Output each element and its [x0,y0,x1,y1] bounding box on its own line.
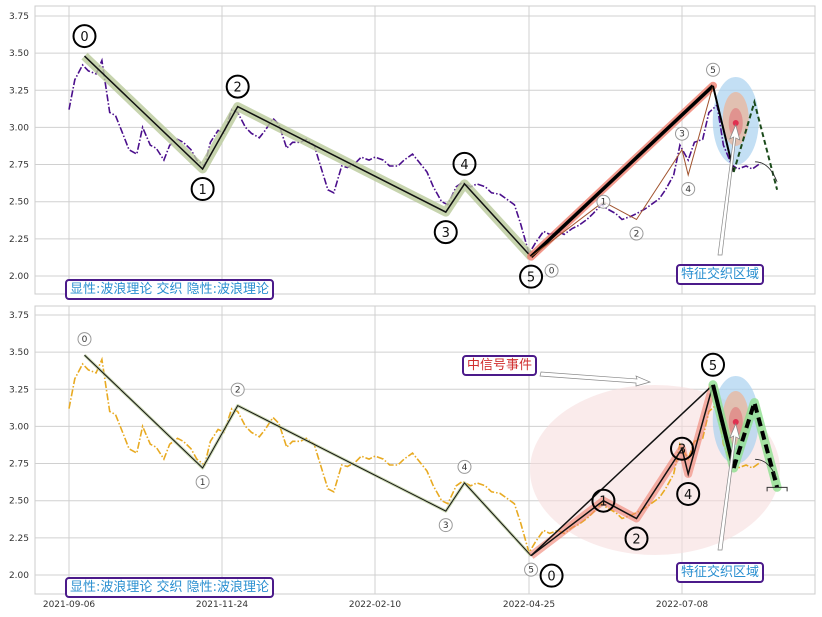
sub-wave-line [530,85,714,258]
major-wave-label: 4 [462,463,468,473]
y-tick-label: 3.75 [9,12,29,22]
projection-dashed-line [732,98,779,191]
interweave-zone-center [732,119,739,126]
interweave-zone-center [732,418,739,425]
bottom-caption-box: 显性:波浪理论 交织 隐性:波浪理论 [65,577,275,598]
major-wave-label: 3 [442,226,450,241]
major-wave-label: 0 [80,30,88,45]
major-wave-label-circle [230,382,245,397]
up-wave-label: 5 [709,359,717,374]
projection-down-line [712,85,735,173]
y-tick-label: 2.75 [9,460,29,470]
major-wave-label: 2 [235,386,241,396]
major-wave-label-circle [225,74,250,99]
y-tick-label: 3.50 [9,348,29,358]
up-wave-label-circle [701,352,726,377]
major-wave-label: 3 [443,521,449,531]
up-wave-label: 3 [678,443,686,458]
major-wave-label-circle [190,177,215,202]
up-wave-line [529,84,715,258]
sub-wave-line [530,384,714,557]
up-wave-label-circle [681,181,696,196]
target-bracket [766,486,788,492]
major-wave-label-circle [77,332,92,347]
up-wave-label-circle [629,226,644,241]
projection-arc [755,458,778,480]
y-tick-label: 2.50 [9,497,29,507]
y-tick-label: 3.25 [9,385,29,395]
up-wave-label-circle [591,488,616,513]
up-wave-line [530,384,714,557]
up-wave-label-circle [544,263,559,278]
major-wave-label-circle [452,151,477,176]
major-wave-label-circle [433,220,458,245]
projection-dashed-line [731,395,780,488]
up-wave-label: 5 [710,66,716,76]
plot-area [34,5,816,295]
major-wave-label: 4 [460,158,468,173]
y-tick-label: 2.50 [9,198,29,208]
y-tick-label: 2.25 [9,235,29,245]
up-wave-label-circle [624,526,649,551]
y-tick-label: 3.75 [9,311,29,321]
projection-arc [755,161,778,182]
panel-top: 2.00 2.25 2.50 2.75 3.00 3.25 3.50 3.75 0 1 2 3 4 5 0 1… [9,5,816,295]
y-tick-label: 3.50 [9,49,29,59]
event-arrow [539,371,652,387]
x-tick-label: 2021-09-06 [43,600,96,610]
up-wave-label-circle [670,436,694,461]
major-wave-label-circle [519,264,544,289]
major-wave-label: 1 [200,478,206,488]
up-wave-label-circle [539,563,564,588]
major-wave-line [84,354,532,557]
up-wave-label: 0 [549,267,555,277]
top-caption-box: 显性:波浪理论 交织 隐性:波浪理论 [65,279,275,300]
up-wave-label-circle [675,126,689,141]
major-wave-label: 0 [82,335,88,345]
major-wave-label: 1 [198,183,206,198]
major-wave-label: 5 [527,271,535,286]
zone-arrow [717,422,741,551]
major-wave-label-circle [524,562,539,577]
up-wave-label-circle [596,194,611,209]
projection-down-line [711,384,736,469]
panel-bottom: 2.00 2.25 2.50 2.75 3.00 3.25 3.50 3.75 2021-09-… [9,305,816,610]
up-wave-label-circle [676,481,701,506]
up-wave-label: 4 [684,488,692,503]
major-wave-label: 2 [234,81,242,96]
y-tick-label: 3.00 [9,422,29,432]
up-wave-label: 0 [547,570,555,585]
zone-arrow [717,123,741,256]
major-wave-label-circle [438,518,453,533]
up-wave-label: 2 [634,230,640,240]
y-tick-label: 2.00 [9,571,29,581]
major-wave-label-circle [72,24,97,49]
x-tick-label: 2022-02-10 [349,600,402,610]
y-tick-label: 3.00 [9,123,29,133]
x-tick-label: 2022-04-25 [503,600,555,610]
top-zone-label: 特征交织区域 [676,264,765,285]
y-tick-label: 2.75 [9,161,29,171]
up-wave-label: 1 [601,198,607,208]
x-tick-label: 2021-11-24 [196,600,249,610]
up-wave-label: 1 [599,495,607,510]
y-tick-label: 2.00 [9,272,29,282]
up-wave-label-circle [706,62,721,77]
y-tick-label: 2.25 [9,534,29,544]
up-wave-label: 3 [679,130,685,140]
major-wave-line [83,55,532,258]
up-wave-label: 2 [632,533,640,548]
bottom-event-label: 中信号事件 [462,355,538,376]
major-wave-label-circle [195,475,210,490]
major-wave-label-circle [457,459,472,474]
major-wave-label: 5 [528,566,534,576]
up-wave-label: 4 [685,185,691,195]
bottom-zone-label: 特征交织区域 [676,562,765,583]
y-tick-label: 3.25 [9,86,29,96]
x-tick-label: 2022-07-08 [656,600,709,610]
